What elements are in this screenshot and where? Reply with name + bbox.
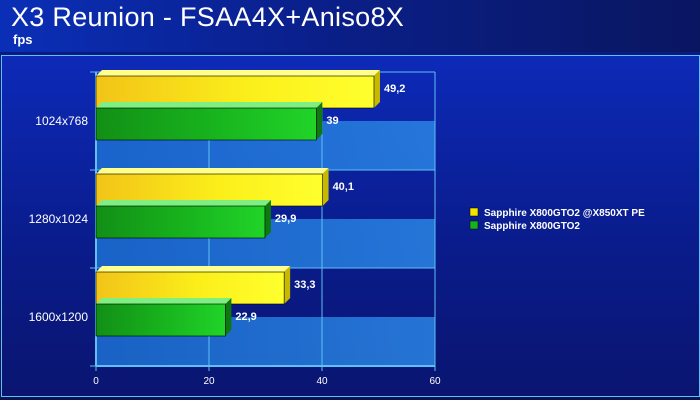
x-tick-label: 40: [316, 376, 328, 387]
data-label: 40,1: [333, 181, 354, 193]
chart-title: X3 Reunion - FSAA4X+Aniso8X: [11, 2, 405, 32]
category-label: 1600x1200: [29, 310, 89, 324]
legend-label: Sapphire X800GTO2 @X850XT PE: [484, 208, 645, 219]
legend-swatch: [469, 207, 479, 217]
bar-top: [96, 266, 291, 272]
x-tick-label: 60: [429, 376, 441, 387]
data-label: 29,9: [275, 213, 296, 225]
bar-chart: 1024x768 1280x1024 1600x1200 0 20 40 60 49,2 39 4…: [29, 70, 645, 387]
x-tick-label: 20: [203, 376, 215, 387]
data-label: 39: [326, 115, 338, 127]
category-label: 1024x768: [35, 114, 88, 128]
bar-side: [322, 168, 329, 206]
bar-top: [96, 102, 323, 108]
x-tick-label: 0: [93, 376, 99, 387]
legend-label: Sapphire X800GTO2: [484, 221, 580, 232]
bar-side: [373, 70, 380, 108]
bar-top: [96, 298, 232, 304]
bar-top: [96, 168, 329, 174]
data-label: 49,2: [384, 83, 405, 95]
bar: [95, 107, 317, 141]
category-label: 1280x1024: [29, 212, 89, 226]
bar-side: [284, 266, 291, 304]
data-label: 22,9: [235, 311, 256, 323]
bar-side: [225, 298, 232, 336]
bar-top: [96, 200, 271, 206]
data-label: 33,3: [294, 279, 315, 291]
bar-side: [316, 102, 323, 140]
title-band: X3 Reunion - FSAA4X+Aniso8X fps: [0, 0, 700, 52]
bar-side: [264, 200, 271, 238]
bar-top: [96, 70, 380, 76]
plot-panel: 1024x768 1280x1024 1600x1200 0 20 40 60 49,2 39 4…: [1, 55, 700, 397]
chart-subtitle: fps: [13, 32, 33, 47]
bar: [95, 303, 226, 337]
bar: [95, 205, 266, 239]
legend-swatch: [469, 220, 479, 230]
